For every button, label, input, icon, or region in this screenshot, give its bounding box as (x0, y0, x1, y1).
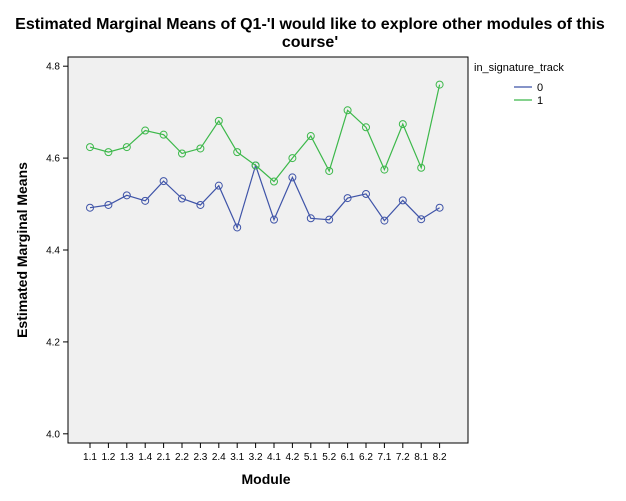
data-point-series-0 (417, 215, 426, 224)
data-point-series-1 (325, 166, 334, 175)
data-point-series-1 (362, 123, 370, 132)
x-tick-label: 5.1 (304, 452, 318, 463)
x-tick-label: 8.1 (414, 452, 428, 463)
data-point-series-1 (435, 80, 444, 89)
x-tick-label: 6.2 (359, 452, 373, 463)
data-point-series-0 (178, 194, 186, 203)
data-point-series-1 (159, 130, 168, 139)
x-tick-label: 6.1 (341, 452, 355, 463)
data-point-series-1 (398, 120, 407, 129)
series-layer (86, 80, 444, 232)
data-point-series-1 (251, 161, 260, 170)
plot-area (67, 56, 469, 444)
x-axis-label: Module (242, 471, 291, 487)
y-axis: 4.0 4.2 4.4 4.6 4.8 (46, 62, 68, 440)
y-tick-label: 4.8 (46, 62, 60, 73)
x-tick-label: 4.1 (267, 452, 281, 463)
x-tick-label: 5.2 (322, 452, 336, 463)
x-tick-label: 7.1 (377, 452, 391, 463)
data-point-series-0 (306, 214, 315, 223)
data-point-series-1 (380, 165, 389, 174)
data-point-series-0 (233, 223, 242, 232)
y-tick-label: 4.6 (46, 154, 60, 165)
data-point-series-1 (141, 126, 150, 135)
x-tick-label: 3.1 (230, 452, 244, 463)
data-point-series-1 (122, 143, 131, 152)
data-point-series-0 (122, 191, 131, 200)
data-point-series-1 (178, 149, 186, 158)
x-tick-label: 2.3 (193, 452, 207, 463)
data-point-series-0 (141, 196, 150, 205)
data-point-series-0 (270, 215, 278, 224)
x-tick-label: 1.2 (101, 452, 115, 463)
data-point-series-0 (159, 177, 168, 186)
x-tick-label: 4.2 (285, 452, 299, 463)
x-tick-label: 3.2 (249, 452, 263, 463)
data-point-series-1 (196, 144, 205, 153)
data-point-series-1 (306, 132, 315, 141)
data-point-series-1 (288, 154, 297, 163)
data-point-series-0 (343, 194, 352, 203)
series-line-0 (89, 163, 440, 230)
y-tick-label: 4.2 (46, 337, 60, 348)
x-tick-label: 8.2 (433, 452, 447, 463)
data-point-series-0 (435, 203, 444, 212)
y-tick-label: 4.0 (46, 429, 60, 440)
legend-title: in_signature_track (474, 62, 564, 74)
data-point-series-1 (417, 163, 426, 172)
x-tick-label: 1.3 (120, 452, 134, 463)
x-tick-label: 2.1 (157, 452, 171, 463)
data-point-series-0 (104, 200, 113, 209)
data-point-series-1 (86, 143, 94, 152)
chart-title-line-1: Estimated Marginal Means of Q1-'I would … (15, 16, 605, 33)
data-point-series-1 (343, 106, 352, 115)
data-point-series-1 (233, 148, 242, 157)
data-point-series-1 (214, 116, 223, 125)
legend: in_signature_track 01 (474, 62, 564, 107)
data-point-series-0 (398, 196, 407, 205)
x-tick-label: 7.2 (396, 452, 410, 463)
data-point-series-1 (270, 177, 278, 186)
data-point-series-0 (214, 181, 223, 190)
x-tick-label: 1.4 (138, 452, 152, 463)
legend-label-0: 0 (537, 82, 543, 94)
data-point-series-0 (325, 215, 334, 224)
data-point-series-0 (86, 203, 94, 212)
data-point-series-0 (288, 173, 297, 182)
x-tick-label: 2.2 (175, 452, 189, 463)
data-point-series-0 (380, 216, 389, 225)
data-point-series-1 (104, 148, 113, 157)
chart-title-line-2: course' (282, 34, 338, 51)
data-point-series-0 (362, 189, 370, 198)
x-tick-label: 1.1 (83, 452, 97, 463)
x-tick-label: 2.4 (212, 452, 226, 463)
y-tick-label: 4.4 (46, 246, 60, 257)
legend-label-1: 1 (537, 95, 543, 107)
y-axis-label: Estimated Marginal Means (14, 162, 30, 338)
x-axis: 1.1 1.2 1.3 1.4 2.1 2.2 2.3 2.4 3.1 3.2 4.1 4.2 5.1 5… (83, 443, 447, 463)
data-point-series-0 (196, 200, 205, 209)
